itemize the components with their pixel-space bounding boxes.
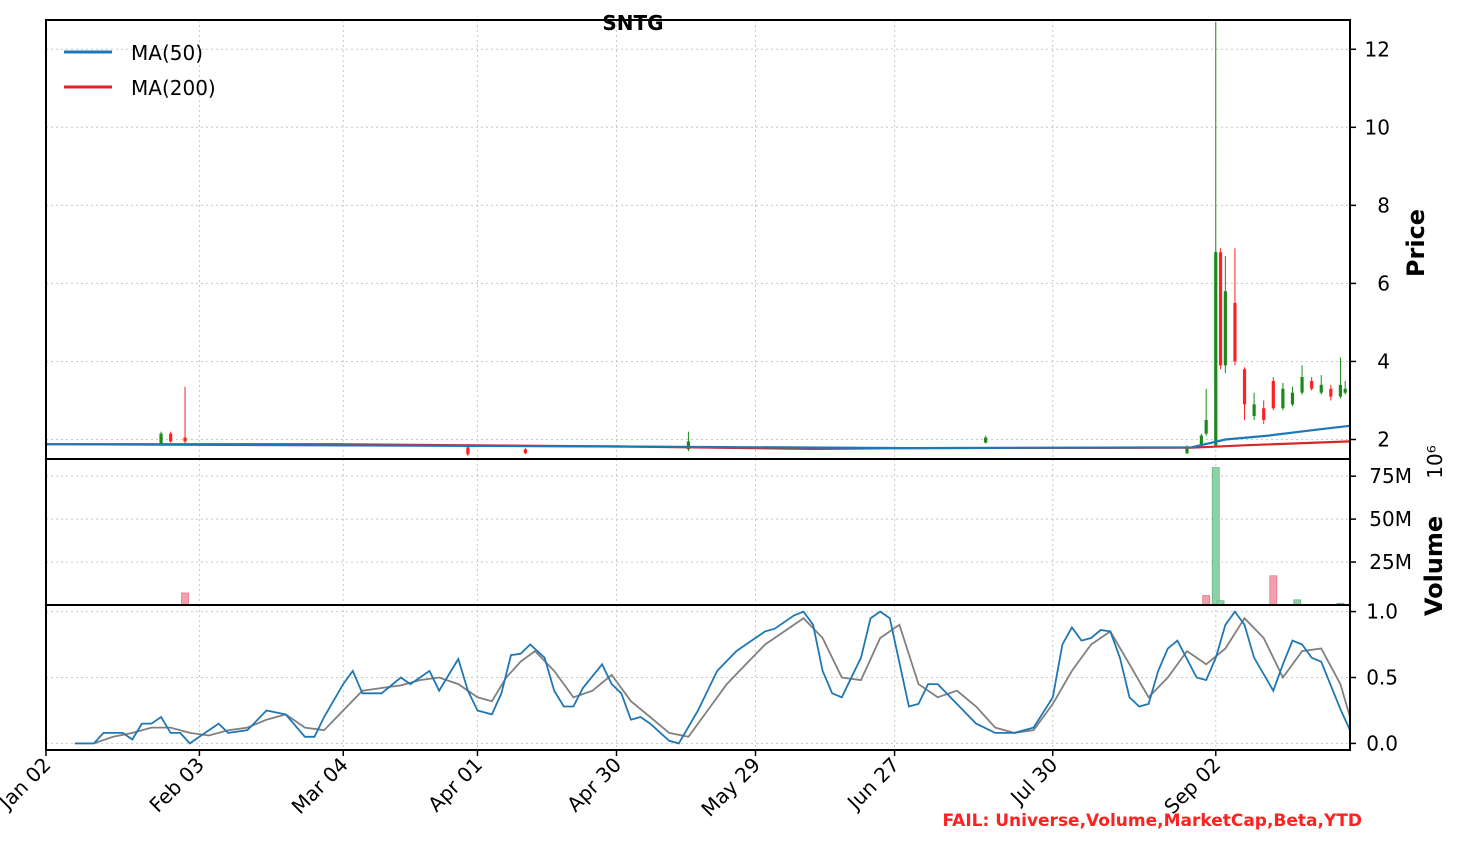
- volume-panel-frame: [45, 458, 1351, 606]
- price-tick-label: 4: [1377, 349, 1390, 373]
- candle-body: [183, 437, 187, 442]
- status-fail-text: FAIL: Universe,Volume,MarketCap,Beta,YTD: [943, 811, 1362, 831]
- volume-offset-text: 10⁶: [1423, 445, 1447, 478]
- price-tick-label: 12: [1365, 37, 1390, 61]
- x-tick-label: Sep 02: [1159, 753, 1225, 819]
- candle-body: [169, 433, 173, 442]
- chart-title: SNTG: [602, 11, 663, 35]
- oscillator-tick-label: 0.0: [1366, 731, 1398, 755]
- candle-body: [1310, 380, 1314, 389]
- candle-body: [686, 441, 691, 450]
- volume-bar: [1202, 595, 1211, 606]
- x-tick-label: Jan 02: [0, 753, 56, 816]
- oscillator-tick-label: 0.5: [1366, 666, 1398, 690]
- candle-body: [523, 449, 528, 454]
- ma50-line: [45, 424, 1351, 450]
- volume-bar: [1269, 575, 1278, 606]
- candle-body: [1218, 252, 1223, 366]
- price-panel: 2 4 6 8 10 12 Price MA(50) MA(200): [45, 19, 1430, 460]
- volume-tick-label: 50M: [1369, 507, 1412, 531]
- price-tick-label: 8: [1377, 193, 1390, 217]
- oscillator-panel: 0.0 0.5 1.0: [45, 600, 1398, 755]
- candle-body: [984, 437, 988, 443]
- candle-body: [1281, 388, 1285, 409]
- x-tick-label: Apr 01: [423, 753, 487, 817]
- candle-body: [466, 447, 470, 455]
- volume-axis-label: Volume: [1420, 516, 1448, 616]
- legend: MA(50) MA(200): [64, 41, 216, 100]
- candle-body: [1199, 435, 1203, 446]
- candle-body: [1262, 408, 1266, 420]
- candle-body: [1233, 302, 1237, 362]
- price-tick-label: 6: [1377, 271, 1390, 295]
- candle-body: [159, 433, 163, 444]
- oscillator-tick-label: 1.0: [1366, 600, 1398, 624]
- oscillator-fast-line: [74, 610, 1351, 745]
- price-tick-label: 10: [1365, 115, 1390, 139]
- volume-tick-label: 75M: [1369, 464, 1412, 488]
- candle-body: [1214, 252, 1218, 446]
- candle-body: [1204, 419, 1208, 434]
- price-axis-label: Price: [1402, 209, 1430, 277]
- legend-label-ma50: MA(50): [131, 41, 203, 65]
- x-tick-label: Apr 30: [562, 753, 626, 817]
- candle-body: [1329, 388, 1333, 397]
- candle-body: [1343, 388, 1347, 393]
- volume-bar: [181, 592, 189, 606]
- legend-label-ma200: MA(200): [131, 76, 216, 100]
- x-tick-label: Jun 27: [841, 753, 904, 816]
- candle-body: [1319, 384, 1323, 393]
- candle-body: [1338, 384, 1343, 397]
- volume-panel: 25M 50M 75M Volume 10⁶: [45, 445, 1448, 616]
- x-tick-label: Jul 30: [1004, 753, 1062, 811]
- price-tick-label: 2: [1377, 427, 1390, 451]
- candle-body: [1185, 447, 1189, 454]
- candle-body: [1290, 392, 1295, 405]
- x-tick-label: Mar 04: [287, 753, 353, 819]
- oscillator-slow-line: [74, 616, 1351, 745]
- x-tick-label: Feb 03: [144, 753, 209, 818]
- price-panel-frame: [45, 19, 1351, 460]
- candle-body: [1252, 404, 1256, 417]
- candle-body: [1271, 380, 1275, 409]
- volume-bar: [1211, 467, 1220, 606]
- candle-body: [1300, 377, 1304, 393]
- volume-tick-label: 25M: [1369, 550, 1412, 574]
- candle-body: [1242, 369, 1247, 405]
- candle-body: [1223, 291, 1227, 366]
- x-tick-label: May 29: [696, 753, 765, 822]
